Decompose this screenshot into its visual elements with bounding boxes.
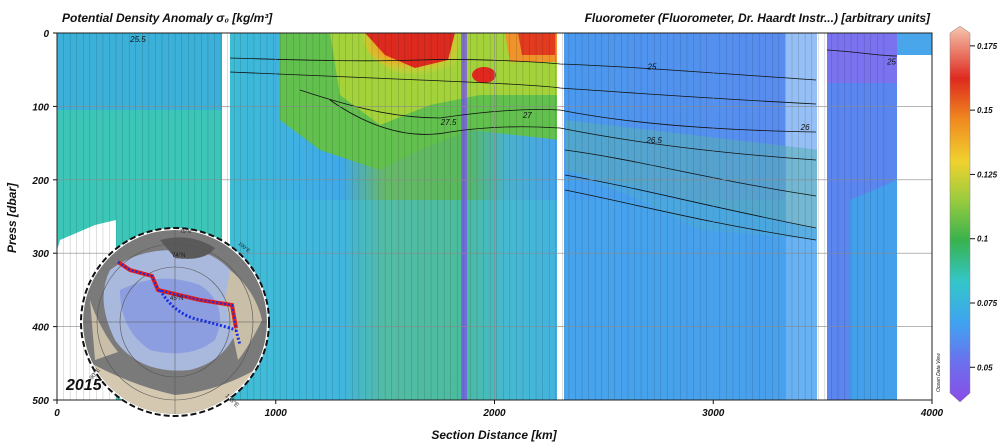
density-contours	[229, 49, 898, 241]
y-tick-label: 100	[32, 102, 49, 113]
colorbar-tick-label: 0.075	[977, 299, 998, 308]
year-label: 2015	[65, 377, 103, 394]
contour-line	[329, 99, 817, 161]
x-tick-label: 0	[54, 408, 60, 419]
ship-track	[116, 260, 242, 346]
x-axis-label: Section Distance [km]	[431, 428, 557, 442]
y-tick-label: 300	[32, 249, 49, 260]
colorbar-tick-label: 0.1	[977, 235, 989, 244]
contour-label: 26.5	[645, 136, 662, 145]
colorbar-tick-label: 0.125	[977, 170, 998, 179]
inset-lat-label-3: 75°N	[180, 229, 192, 235]
contour-label: 25.5	[129, 35, 146, 44]
colorbar-ticks: 0.175 0.15 0.125 0.1 0.075 0.05	[970, 42, 998, 372]
x-tick-label: 3000	[702, 408, 725, 419]
contour-label: 26	[800, 123, 810, 132]
contour-line	[229, 57, 817, 81]
left-title: Potential Density Anomaly σ₀ [kg/m³]	[62, 11, 273, 25]
contour-label: 25	[886, 58, 896, 67]
contour-label: 27.5	[440, 118, 457, 127]
colorbar-tick-label: 0.175	[977, 42, 998, 51]
x-tick-label: 2000	[482, 408, 506, 419]
colorbar: 0.175 0.15 0.125 0.1 0.075 0.05	[949, 25, 998, 403]
inset-lat-label-2: 45°N	[170, 296, 183, 302]
inset-map: 74°N 45°N 75°N 90°E 135°E 100°E	[80, 227, 270, 417]
contour-line	[299, 89, 817, 133]
y-tick-label: 0	[43, 29, 49, 40]
ocean-data-view-label: Ocean Data View	[936, 353, 942, 392]
x-tick-label: 1000	[265, 408, 288, 419]
contour-line	[229, 71, 817, 105]
contour-line	[564, 174, 817, 229]
inset-lat-label-1: 74°N	[172, 253, 185, 259]
contour-line	[564, 189, 817, 241]
contour-labels: 25.5 25 25 27 27.5 26 26.5	[129, 35, 896, 145]
y-tick-label: 200	[31, 176, 49, 187]
x-axis: 0 1000 2000 3000 4000	[54, 400, 944, 419]
grid-lines	[57, 33, 932, 400]
y-axis: 0 100 200 300 400 500	[31, 29, 57, 407]
y-tick-label: 500	[32, 396, 49, 407]
x-tick-label: 4000	[920, 408, 944, 419]
colorbar-tick-label: 0.15	[977, 106, 993, 115]
y-axis-label: Press [dbar]	[5, 182, 19, 253]
contour-label: 25	[647, 63, 657, 72]
station-lines	[56, 33, 885, 400]
colorbar-tick-label: 0.05	[977, 363, 993, 372]
right-title: Fluorometer (Fluorometer, Dr. Haardt Ins…	[585, 11, 931, 25]
contour-line	[564, 149, 817, 197]
contour-label: 27	[522, 111, 532, 120]
y-tick-label: 400	[31, 323, 49, 334]
contour-line	[826, 49, 898, 57]
